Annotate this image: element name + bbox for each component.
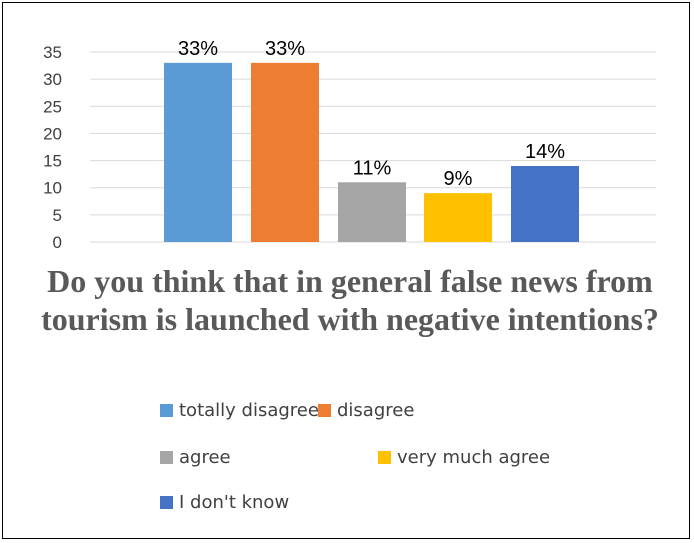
y-tick-label: 15 (43, 152, 62, 171)
y-tick-label: 30 (43, 70, 62, 89)
y-tick-label: 35 (43, 43, 62, 62)
y-tick-label: 0 (53, 233, 62, 252)
y-tick-label: 25 (43, 97, 62, 116)
bar-very-much-agree (424, 193, 492, 242)
bar-disagree (251, 62, 319, 242)
bar-i-don-t-know (511, 166, 579, 242)
data-label: 14% (525, 141, 565, 163)
chart-title: Do you think that in general false news … (41, 263, 659, 337)
data-label: 11% (353, 157, 392, 179)
y-tick-label: 20 (43, 124, 62, 143)
data-label: 33% (265, 38, 305, 60)
data-label: 33% (178, 38, 218, 60)
y-tick-label: 5 (53, 206, 62, 225)
y-tick-label: 10 (43, 179, 62, 198)
bar-totally-disagree (164, 62, 232, 242)
bar-agree (338, 182, 406, 242)
data-label: 9% (444, 168, 473, 190)
